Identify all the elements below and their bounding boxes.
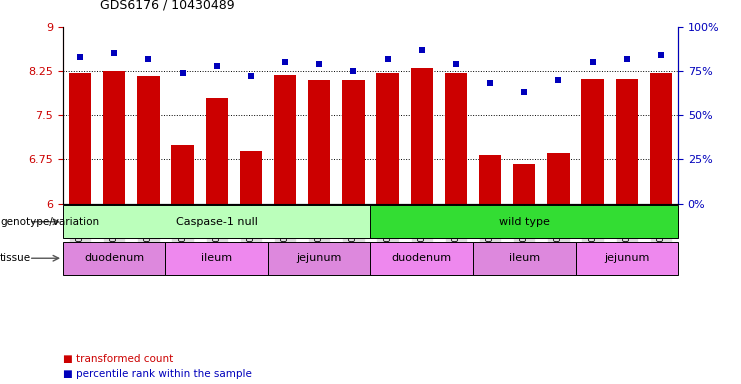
Point xyxy=(142,56,154,62)
Bar xyxy=(616,79,638,204)
Point xyxy=(484,80,496,86)
Bar xyxy=(582,79,604,204)
Text: tissue: tissue xyxy=(0,253,31,263)
Point xyxy=(518,89,530,95)
Point xyxy=(450,61,462,67)
Point xyxy=(74,54,86,60)
Point xyxy=(279,59,291,65)
Text: ileum: ileum xyxy=(508,253,540,263)
Point xyxy=(416,47,428,53)
Bar xyxy=(171,145,193,204)
Text: duodenum: duodenum xyxy=(392,253,452,263)
Bar xyxy=(137,76,159,204)
Text: genotype/variation: genotype/variation xyxy=(0,217,99,227)
Bar xyxy=(206,98,227,204)
Text: jejunum: jejunum xyxy=(296,253,342,263)
Point xyxy=(210,63,222,69)
Bar xyxy=(514,164,535,204)
Point xyxy=(176,70,188,76)
Bar xyxy=(103,71,125,204)
Text: Caspase-1 null: Caspase-1 null xyxy=(176,217,258,227)
Bar xyxy=(650,73,672,204)
Bar xyxy=(274,74,296,204)
Point xyxy=(348,68,359,74)
Bar xyxy=(63,205,370,238)
Bar xyxy=(411,68,433,204)
Point xyxy=(313,61,325,67)
Point xyxy=(382,56,393,62)
Text: ■ percentile rank within the sample: ■ percentile rank within the sample xyxy=(63,369,252,379)
Point xyxy=(621,56,633,62)
Bar xyxy=(342,80,365,204)
Bar xyxy=(473,242,576,275)
Bar xyxy=(69,73,91,204)
Bar xyxy=(576,242,678,275)
Bar xyxy=(479,155,501,204)
Point xyxy=(108,50,120,56)
Text: duodenum: duodenum xyxy=(84,253,144,263)
Bar xyxy=(240,151,262,204)
Bar xyxy=(376,73,399,204)
Bar xyxy=(370,205,678,238)
Bar xyxy=(63,242,165,275)
Text: jejunum: jejunum xyxy=(604,253,649,263)
Text: wild type: wild type xyxy=(499,217,550,227)
Bar xyxy=(268,242,370,275)
Point xyxy=(553,77,565,83)
Point xyxy=(655,52,667,58)
Bar xyxy=(370,242,473,275)
Point xyxy=(587,59,599,65)
Point xyxy=(245,73,257,79)
Bar xyxy=(445,73,467,204)
Bar xyxy=(308,80,330,204)
Text: GDS6176 / 10430489: GDS6176 / 10430489 xyxy=(100,0,235,12)
Bar xyxy=(165,242,268,275)
Text: ■ transformed count: ■ transformed count xyxy=(63,354,173,364)
Bar xyxy=(548,154,570,204)
Text: ileum: ileum xyxy=(201,253,233,263)
